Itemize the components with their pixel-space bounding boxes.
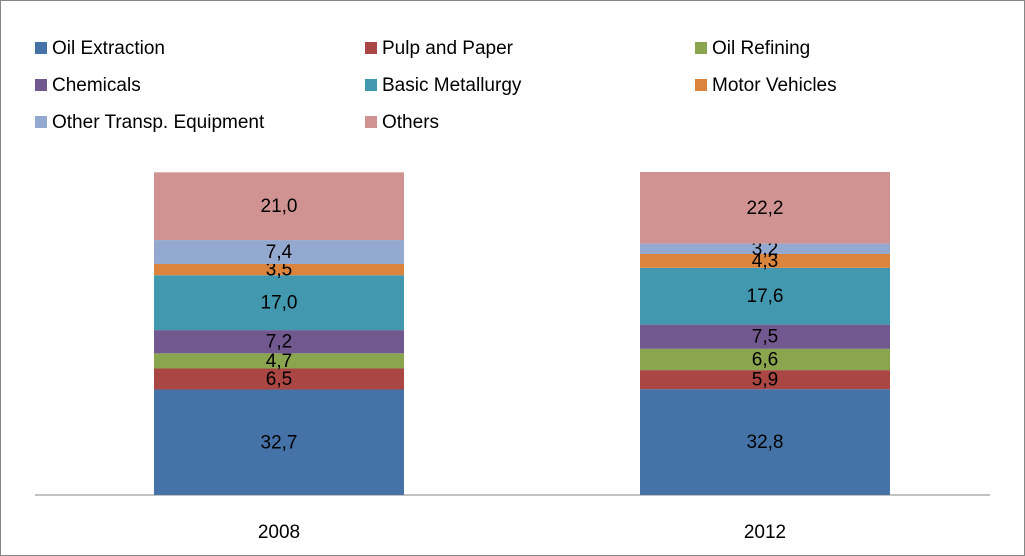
- legend-label: Motor Vehicles: [712, 75, 837, 96]
- bar-segment: [640, 253, 890, 268]
- data-label: 21,0: [261, 196, 298, 217]
- data-label: 6,5: [266, 369, 292, 390]
- data-label: 32,7: [261, 432, 298, 453]
- bar-segment: [154, 330, 404, 354]
- bar-segment: [154, 263, 404, 276]
- bar-segment: [154, 275, 404, 331]
- bar-segment: [640, 267, 890, 325]
- bar-segment: [640, 243, 890, 254]
- data-label: 6,6: [752, 349, 778, 370]
- data-label: 3,5: [266, 260, 292, 281]
- legend-swatch: [695, 42, 707, 54]
- data-label: 17,0: [261, 293, 298, 314]
- legend-label: Other Transp. Equipment: [52, 112, 265, 133]
- legend-swatch: [365, 79, 377, 91]
- data-label: 22,2: [747, 198, 784, 219]
- legend-label: Basic Metallurgy: [382, 75, 522, 96]
- data-label: 4,3: [752, 251, 778, 272]
- legend-label: Oil Extraction: [52, 38, 165, 59]
- data-label: 4,7: [266, 351, 292, 372]
- data-label: 5,9: [752, 370, 778, 391]
- bar-segment: [154, 353, 404, 369]
- data-label: 7,4: [266, 242, 293, 263]
- bar-segment: [640, 348, 890, 371]
- data-label: 7,2: [266, 332, 292, 353]
- legend-swatch: [695, 79, 707, 91]
- data-label: 3,2: [752, 239, 778, 260]
- bar-segment: [640, 324, 890, 349]
- data-label: 7,5: [752, 327, 778, 348]
- legend-label: Oil Refining: [712, 38, 810, 59]
- legend-swatch: [35, 116, 47, 128]
- legend-swatch: [35, 79, 47, 91]
- x-tick-label: 2012: [744, 522, 786, 543]
- x-tick-label: 2008: [258, 522, 300, 543]
- legend-swatch: [365, 116, 377, 128]
- bar-segment: [154, 389, 404, 495]
- data-label: 17,6: [747, 286, 784, 307]
- bar-segment: [154, 172, 404, 241]
- legend-label: Chemicals: [52, 75, 141, 96]
- bar-segment: [640, 370, 890, 390]
- bar-segment: [154, 240, 404, 264]
- bar-segment: [640, 389, 890, 495]
- bar-segment: [154, 368, 404, 390]
- legend-swatch: [365, 42, 377, 54]
- legend-label: Others: [382, 112, 439, 133]
- legend-label: Pulp and Paper: [382, 38, 514, 59]
- data-label: 32,8: [747, 432, 784, 453]
- bar-segment: [640, 172, 890, 244]
- legend-swatch: [35, 42, 47, 54]
